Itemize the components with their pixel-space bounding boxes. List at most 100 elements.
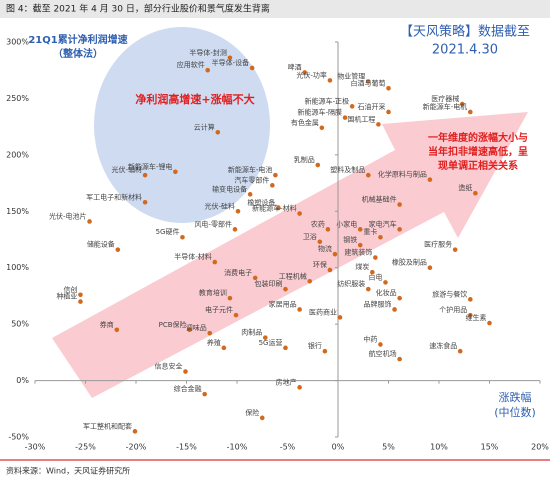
point-label: 5G硬件	[156, 227, 180, 236]
point-label: 环保	[313, 260, 327, 269]
point-label: 教育培训	[199, 288, 227, 297]
annotation: 一年维度的涨幅大小与	[428, 131, 528, 144]
y-tick-label: 50%	[11, 320, 29, 329]
point	[468, 109, 473, 115]
point	[221, 345, 227, 351]
point-label: 新能源车-正极	[305, 96, 350, 105]
point	[487, 320, 492, 326]
y-tick-label: 150%	[6, 207, 29, 216]
point	[457, 348, 463, 354]
point	[215, 129, 221, 135]
point	[315, 162, 321, 168]
point-label: 造纸	[458, 183, 472, 192]
point-label: 保险	[245, 408, 259, 417]
point	[297, 307, 302, 312]
point-label: 航空机场	[369, 349, 397, 358]
point-label: 汽车零部件	[234, 175, 269, 184]
x-tick-label: 0%	[332, 443, 345, 452]
x-tick-label: 20%	[531, 443, 549, 452]
point-label: 光伏-辅材	[112, 165, 143, 174]
point-label: 军工电子和新材料	[86, 192, 142, 201]
point-label: 石油开采	[358, 102, 386, 111]
point-label: 乳制品	[294, 155, 315, 164]
x-tick-label: -10%	[227, 443, 248, 452]
point	[397, 356, 402, 362]
point	[283, 286, 288, 292]
point-label: 旅游与餐饮	[432, 289, 467, 298]
point-label: 5G运营	[259, 338, 283, 347]
x-tick-label: -20%	[126, 443, 147, 452]
x-tick-label: -25%	[75, 443, 96, 452]
point	[468, 312, 473, 318]
point-label: 有色金属	[291, 118, 319, 127]
point	[276, 205, 281, 211]
point-label: 啤酒	[288, 62, 302, 71]
point	[317, 239, 323, 245]
point-label: 消费电子	[224, 268, 252, 277]
y-tick-label: 250%	[6, 94, 29, 103]
point	[366, 172, 371, 178]
point-label: 卫浴	[303, 232, 317, 241]
point-label: 新能源车-电池	[228, 165, 273, 174]
point-label: 房地产	[276, 377, 297, 386]
point-label: 纺织服装	[337, 279, 365, 288]
point-label: 农药	[311, 219, 325, 228]
point-label: 应用软件	[177, 60, 205, 69]
point	[370, 269, 375, 275]
point	[357, 227, 363, 232]
annotation: 21Q1累计净利润增速	[28, 33, 127, 46]
point-label: 白电	[368, 272, 382, 281]
point-label: 光伏-功率	[296, 70, 327, 79]
highlight-ellipse	[94, 27, 270, 223]
point	[283, 345, 288, 351]
point-label: 综合金融	[174, 384, 202, 393]
point-label: 家电汽车	[369, 219, 397, 228]
x-tick-label: 15%	[481, 443, 499, 452]
point-label: 家居用品	[269, 299, 297, 308]
point	[397, 227, 402, 232]
point	[397, 295, 402, 301]
point-label: 储能设备	[87, 240, 115, 249]
point	[459, 101, 465, 107]
point	[327, 78, 333, 83]
point	[173, 169, 178, 175]
annotation: 当年扣非增速高低，呈	[428, 145, 528, 158]
point-label: 云计算	[194, 122, 215, 131]
point-label: 物业管理	[337, 72, 365, 81]
x-tick-label: -30%	[25, 443, 46, 452]
point	[235, 208, 241, 214]
annotation: 涨跌幅	[499, 390, 532, 404]
point	[473, 190, 478, 196]
point	[383, 280, 388, 285]
point-label: 中药	[363, 334, 377, 343]
point-label: 医疗服务	[424, 240, 452, 249]
point-label: 养殖	[207, 338, 221, 347]
point-label: 调味品	[186, 323, 207, 332]
header-bar	[0, 0, 550, 18]
point	[262, 335, 268, 340]
x-tick-label: 10%	[430, 443, 448, 452]
point-label: 医疗器械	[431, 94, 459, 103]
point	[270, 183, 275, 188]
point	[212, 259, 218, 265]
point	[366, 79, 371, 84]
point-label: 钢铁	[343, 235, 357, 244]
point	[337, 315, 343, 320]
point-label: 建筑装饰	[344, 248, 372, 257]
point-label: 新能源车-材料	[252, 204, 297, 213]
y-tick-label: 0%	[16, 376, 29, 385]
point	[378, 234, 383, 240]
point	[325, 227, 331, 232]
x-tick-label: -15%	[176, 443, 197, 452]
point	[252, 275, 258, 281]
point-label: 光伏-电池片	[49, 211, 87, 220]
point-label: 军工整机和配套	[83, 421, 132, 430]
point-label: 风电-零部件	[194, 219, 232, 228]
point-label: 银行	[308, 341, 322, 350]
x-tick-label: -5%	[280, 443, 296, 452]
point-label: 券商	[100, 320, 114, 329]
y-tick-label: 300%	[6, 38, 29, 47]
point	[227, 55, 233, 61]
point	[468, 297, 473, 302]
